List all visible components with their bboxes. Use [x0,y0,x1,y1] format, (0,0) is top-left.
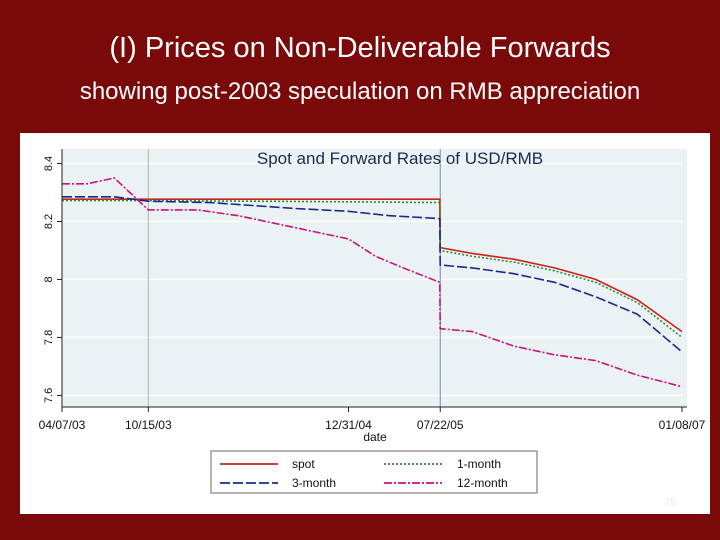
x-axis-label: date [363,430,387,444]
legend-label: 1-month [457,457,501,471]
y-tick-label: 8.2 [43,214,55,229]
series-line-1-month [62,199,683,339]
y-tick-label: 8 [43,276,55,282]
plot-region [62,149,687,407]
x-tick-label: 07/22/05 [417,418,464,432]
series-line-3-month [62,196,683,353]
legend-box [210,450,538,494]
y-tick-label: 8.4 [43,156,55,171]
series-line-spot [62,198,683,333]
y-tick-label: 7.6 [43,388,55,403]
legend-label: 3-month [292,476,336,490]
series-line-12-month [62,177,683,388]
x-tick-label: 12/31/04 [325,418,372,432]
slide-number: 75 [663,497,676,509]
legend: spot 1-month 3-month 12-month [210,450,538,494]
chart-svg: 7.6 7.8 8 8.2 8.4 04/07/03 10/15/03 12/31/04 07/… [39,149,706,494]
x-tick-label: 01/08/07 [659,418,706,432]
slide-subtitle: showing post-2003 speculation on RMB app… [79,78,641,105]
y-tick-label: 7.8 [43,330,55,345]
x-tick-label: 04/07/03 [39,418,86,432]
legend-label: spot [292,457,315,471]
chart-panel: 7.6 7.8 8 8.2 8.4 04/07/03 10/15/03 12/31/04 07/… [20,133,710,514]
legend-label: 12-month [457,476,508,490]
chart-title: Spot and Forward Rates of USD/RMB [257,149,543,168]
slide-title: (I) Prices on Non-Deliverable Forwards [109,32,611,64]
x-tick-label: 10/15/03 [125,418,172,432]
